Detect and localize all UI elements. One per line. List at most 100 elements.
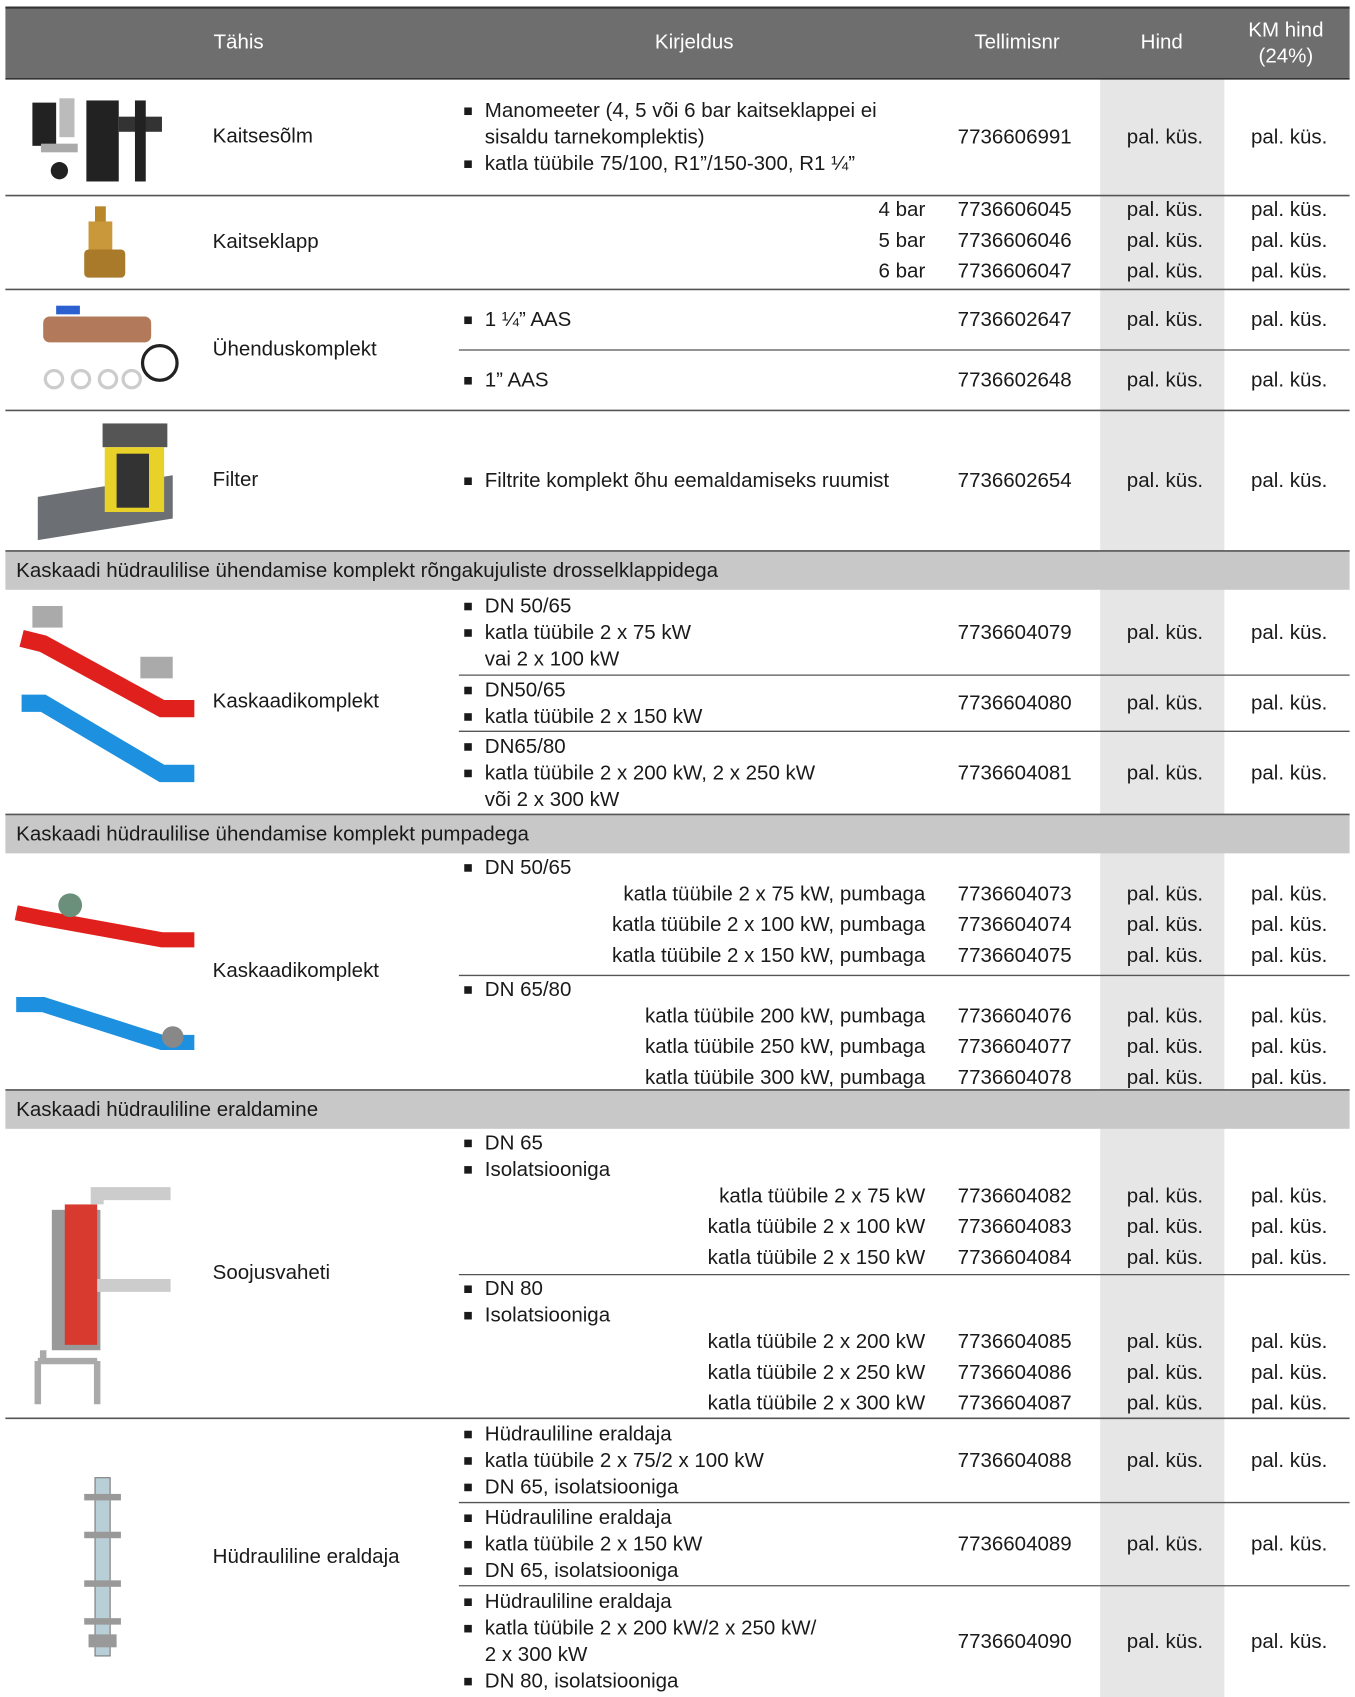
price: pal. küs. bbox=[1127, 1184, 1203, 1207]
variant-label: 5 bar bbox=[879, 229, 926, 252]
part bbox=[43, 368, 65, 390]
bullet bbox=[464, 602, 472, 611]
description: DN 50/65 bbox=[485, 594, 572, 617]
vat-price: pal. küs. bbox=[1251, 1004, 1327, 1027]
order-number: 7736604088 bbox=[958, 1449, 1072, 1472]
bullet bbox=[464, 1483, 472, 1492]
part bbox=[84, 249, 126, 278]
product-image bbox=[84, 1477, 121, 1657]
description: DN 80, isolatsiooniga bbox=[485, 1670, 679, 1693]
pipe bbox=[90, 1187, 171, 1205]
order-number: 7736604078 bbox=[958, 1066, 1072, 1089]
description: katla tüübile 2 x 200 kW, 2 x 250 kW bbox=[485, 761, 816, 784]
section-title: Kaskaadi hüdrauliline eraldamine bbox=[16, 1098, 318, 1121]
description: DN 65 bbox=[485, 1131, 543, 1154]
header-cell: Hind bbox=[1141, 31, 1183, 54]
part bbox=[43, 316, 152, 343]
product-name: Ühenduskomplekt bbox=[213, 337, 377, 360]
vat-price: pal. küs. bbox=[1251, 692, 1327, 715]
order-number: 7736604075 bbox=[958, 944, 1072, 967]
part bbox=[140, 344, 179, 382]
product-image bbox=[19, 605, 195, 783]
part bbox=[50, 162, 69, 180]
description: sisaldu tarnekomplektis) bbox=[485, 126, 705, 149]
description: Hüdrauliline eraldaja bbox=[485, 1422, 672, 1445]
description: katla tüübile 2 x 200 kW/2 x 250 kW/ bbox=[485, 1617, 817, 1640]
order-number: 7736604081 bbox=[958, 761, 1072, 784]
price: pal. küs. bbox=[1127, 944, 1203, 967]
bullet bbox=[464, 376, 472, 385]
vat-price: pal. küs. bbox=[1251, 1449, 1327, 1472]
order-number: 7736604082 bbox=[958, 1184, 1072, 1207]
description: katla tüübile 75/100, R1”/150-300, R1 ¼” bbox=[485, 152, 855, 175]
description: Hüdrauliline eraldaja bbox=[485, 1590, 672, 1613]
part bbox=[88, 221, 113, 252]
part bbox=[70, 368, 92, 390]
bullet bbox=[464, 769, 472, 778]
bullet bbox=[464, 1311, 472, 1320]
header-cell: Tähis bbox=[214, 31, 264, 54]
variant-label: katla tüübile 2 x 150 kW bbox=[708, 1246, 926, 1269]
bullet bbox=[464, 1430, 472, 1439]
price: pal. küs. bbox=[1127, 1392, 1203, 1415]
price: pal. küs. bbox=[1127, 882, 1203, 905]
price: pal. küs. bbox=[1127, 1066, 1203, 1089]
description: 1” AAS bbox=[485, 369, 549, 392]
description: Filtrite komplekt õhu eemaldamiseks ruum… bbox=[485, 469, 890, 492]
description: Isolatsiooniga bbox=[485, 1158, 611, 1181]
pipe bbox=[19, 630, 195, 718]
header-cell: (24%) bbox=[1259, 45, 1314, 68]
part bbox=[86, 100, 119, 182]
part bbox=[95, 206, 106, 224]
price: pal. küs. bbox=[1127, 1330, 1203, 1353]
description: Isolatsiooniga bbox=[485, 1304, 611, 1327]
section-bg bbox=[5, 814, 1350, 854]
description: DN 65/80 bbox=[485, 978, 572, 1001]
description: 2 x 300 kW bbox=[485, 1643, 588, 1666]
bullet bbox=[464, 316, 472, 325]
product-name: Soojusvaheti bbox=[213, 1261, 330, 1284]
part bbox=[84, 1531, 121, 1539]
part bbox=[121, 368, 142, 390]
vat-price: pal. küs. bbox=[1251, 469, 1327, 492]
price-column-bg bbox=[1100, 78, 1225, 1697]
vat-price: pal. küs. bbox=[1251, 126, 1327, 149]
order-number: 7736604085 bbox=[958, 1330, 1072, 1353]
vat-price: pal. küs. bbox=[1251, 621, 1327, 644]
part bbox=[140, 656, 173, 679]
product-image bbox=[43, 305, 179, 390]
order-number: 7736604076 bbox=[958, 1004, 1072, 1027]
price: pal. küs. bbox=[1127, 469, 1203, 492]
vat-price: pal. küs. bbox=[1251, 1184, 1327, 1207]
part bbox=[94, 1477, 111, 1657]
description: Manomeeter (4, 5 või 6 bar kaitseklappei… bbox=[485, 99, 877, 122]
bullet bbox=[464, 1514, 472, 1523]
bullet bbox=[464, 743, 472, 751]
variant-label: 4 bar bbox=[879, 198, 926, 221]
price: pal. küs. bbox=[1127, 126, 1203, 149]
price: pal. küs. bbox=[1127, 229, 1203, 252]
variant-label: katla tüübile 2 x 150 kW, pumbaga bbox=[612, 944, 926, 967]
description: 1 ¼” AAS bbox=[485, 308, 572, 331]
product-name: Hüdrauliline eraldaja bbox=[213, 1545, 400, 1568]
variant-label: katla tüübile 250 kW, pumbaga bbox=[645, 1035, 926, 1058]
section-title: Kaskaadi hüdraulilise ühendamise komplek… bbox=[16, 559, 718, 582]
bullet bbox=[464, 1677, 472, 1686]
vat-price: pal. küs. bbox=[1251, 198, 1327, 221]
price: pal. küs. bbox=[1127, 1630, 1203, 1653]
part bbox=[32, 102, 57, 146]
price: pal. küs. bbox=[1127, 308, 1203, 331]
bullet bbox=[464, 1457, 472, 1465]
part bbox=[88, 1634, 117, 1648]
price: pal. küs. bbox=[1127, 1246, 1203, 1269]
vat-price: pal. küs. bbox=[1251, 761, 1327, 784]
part bbox=[116, 453, 149, 508]
vat-price: pal. küs. bbox=[1251, 1246, 1327, 1269]
product-name: Kaskaadikomplekt bbox=[213, 690, 380, 713]
product-name: Kaitseklapp bbox=[213, 230, 319, 253]
section-bg bbox=[5, 1089, 1350, 1129]
order-number: 7736602654 bbox=[958, 469, 1072, 492]
price: pal. küs. bbox=[1127, 621, 1203, 644]
price: pal. küs. bbox=[1127, 260, 1203, 283]
